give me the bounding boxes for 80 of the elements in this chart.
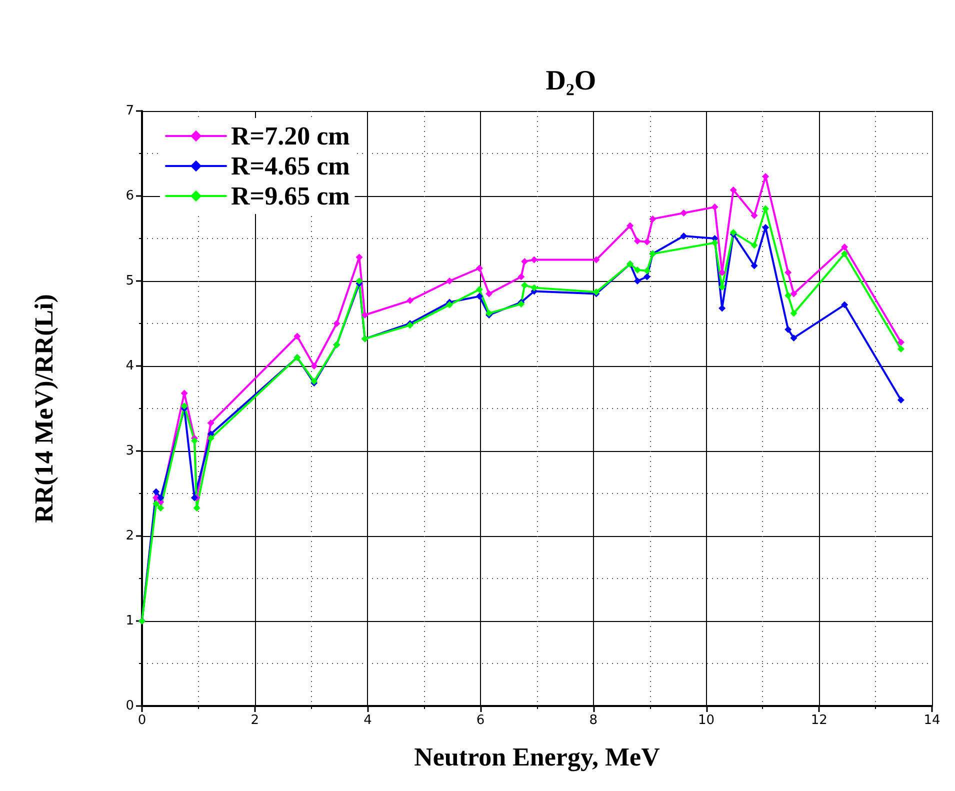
point	[193, 504, 200, 512]
point	[841, 301, 848, 308]
y-tick-label: 6	[126, 188, 134, 204]
legend-label: R=4.65 cm	[231, 152, 350, 180]
point	[634, 266, 641, 274]
point	[897, 338, 904, 346]
point	[784, 326, 792, 333]
legend-label: R=9.65 cm	[231, 182, 350, 210]
point	[157, 494, 164, 502]
x-tick-label: 0	[138, 713, 146, 728]
point	[649, 215, 656, 222]
point	[711, 239, 718, 246]
point	[626, 222, 634, 230]
legend-label: R=7.20 cm	[231, 122, 350, 150]
x-tick-label: 12	[810, 713, 828, 728]
point	[841, 244, 848, 250]
y-tick-label: 5	[126, 274, 134, 288]
chart-title: D₂O	[546, 66, 596, 96]
point	[152, 488, 160, 496]
x-axis-title: Neutron Energy, MeV	[414, 742, 660, 772]
point	[446, 278, 454, 284]
point	[361, 312, 368, 318]
y-tick-label: 0	[126, 698, 134, 714]
point	[750, 242, 758, 249]
x-tick-label: 14	[924, 713, 940, 728]
point	[644, 267, 651, 274]
point	[310, 362, 318, 370]
point	[718, 304, 726, 312]
point	[180, 402, 188, 410]
point	[718, 269, 726, 276]
point	[294, 332, 301, 340]
point	[790, 334, 798, 342]
point	[680, 232, 688, 240]
point	[190, 494, 198, 502]
point	[711, 204, 718, 211]
y-tick-label: 7	[126, 104, 134, 118]
point	[644, 273, 651, 280]
point	[790, 310, 798, 317]
point	[406, 297, 414, 304]
point	[592, 256, 600, 264]
point	[476, 264, 483, 272]
point	[356, 278, 363, 284]
point	[897, 346, 904, 352]
point	[521, 258, 528, 265]
point	[634, 278, 641, 284]
point	[841, 250, 848, 258]
point	[476, 286, 483, 293]
point	[476, 292, 483, 300]
point	[530, 284, 538, 292]
x-tick-label: 8	[589, 713, 598, 728]
y-tick-label: 2	[126, 528, 134, 544]
x-tick-label: 2	[250, 713, 259, 728]
point	[634, 238, 641, 245]
point	[897, 396, 904, 404]
point	[530, 256, 538, 264]
point	[680, 210, 688, 216]
point	[157, 504, 164, 512]
x-tick-label: 10	[698, 713, 715, 728]
point	[730, 186, 737, 194]
point	[190, 437, 198, 444]
point	[784, 292, 792, 299]
point	[750, 212, 758, 220]
point	[446, 301, 454, 308]
point	[333, 320, 340, 327]
point	[750, 262, 758, 270]
y-tick-label: 4	[126, 358, 134, 374]
point	[518, 273, 525, 280]
x-tick-label: 4	[364, 713, 372, 728]
point	[644, 238, 651, 246]
y-axis-title: RR(14 MeV)/RR(Li)	[30, 294, 58, 523]
x-tick-label: 6	[476, 713, 485, 728]
point	[207, 434, 214, 442]
y-tick-label: 1	[126, 614, 134, 628]
point	[790, 290, 798, 298]
point	[207, 419, 214, 426]
point	[152, 500, 160, 508]
y-tick-label: 3	[126, 444, 134, 458]
point	[486, 290, 493, 298]
point	[521, 282, 528, 289]
point	[784, 269, 792, 276]
